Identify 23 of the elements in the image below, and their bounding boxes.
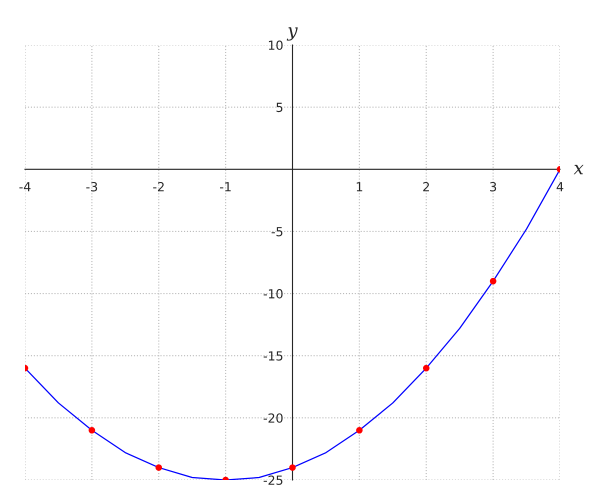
y-tick-label: 10 (268, 40, 283, 50)
point (422, 364, 430, 372)
y-tick-label: -15 (264, 351, 282, 361)
y-tick-label: -5 (272, 227, 282, 236)
y-tick-label: -20 (264, 413, 283, 423)
x-tick-label: -4 (19, 182, 31, 192)
point (289, 464, 296, 471)
x-tick-label: 4 (556, 182, 564, 192)
x-tick-label: 3 (490, 182, 496, 192)
y-tick-label: 5 (276, 102, 282, 112)
x-tick-label: -2 (153, 182, 164, 192)
y-axis-title: y (286, 27, 298, 41)
point (155, 464, 162, 471)
x-axis-title: x (574, 164, 584, 174)
point (88, 427, 96, 434)
x-tick-label: 2 (423, 182, 429, 192)
x-tick-label: -3 (86, 182, 98, 192)
x-tick-label: 1 (356, 182, 362, 192)
y-tick-label: -25 (264, 475, 282, 485)
point (490, 278, 496, 284)
y-tick-label: -10 (264, 289, 283, 298)
point (356, 427, 363, 434)
x-tick-label: -1 (220, 182, 231, 192)
